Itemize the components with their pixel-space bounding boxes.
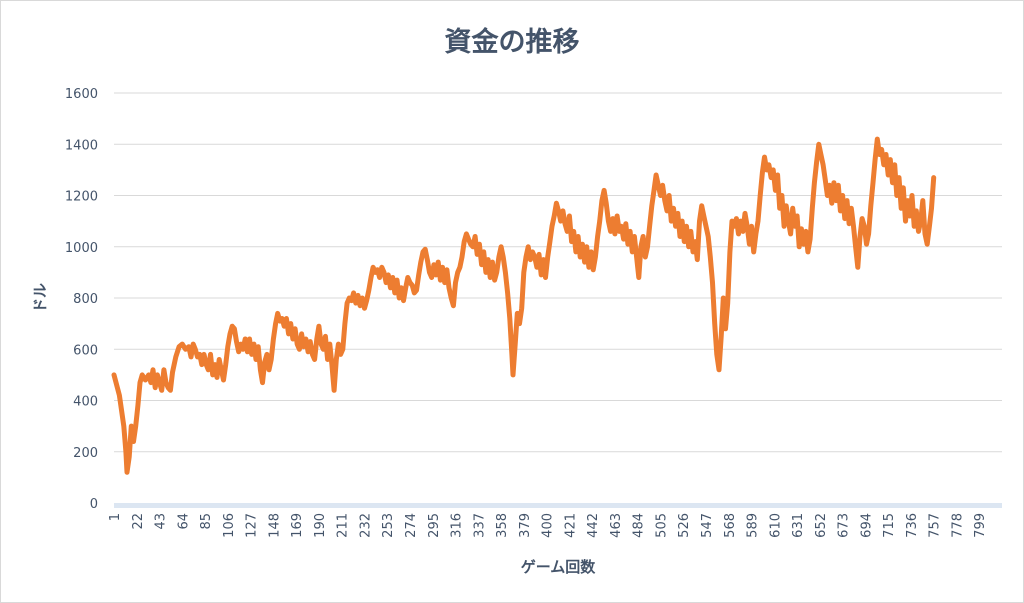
x-tick-label: 547 xyxy=(700,513,715,538)
x-axis-label: ゲーム回数 xyxy=(521,558,597,576)
y-tick-label: 1200 xyxy=(65,190,98,205)
x-tick-label: 610 xyxy=(768,513,783,538)
x-tick-label: 232 xyxy=(358,513,373,538)
x-tick-label: 421 xyxy=(563,513,578,538)
y-tick-label: 400 xyxy=(73,395,98,410)
x-tick-label: 400 xyxy=(541,513,556,538)
x-tick-label: 358 xyxy=(495,513,510,538)
x-tick-label: 715 xyxy=(882,513,897,538)
x-tick-label: 316 xyxy=(450,513,465,538)
x-tick-label: 463 xyxy=(609,513,624,538)
y-tick-label: 200 xyxy=(73,446,98,461)
x-tick-label: 673 xyxy=(837,513,852,538)
x-tick-label: 295 xyxy=(427,513,442,538)
x-tick-label: 43 xyxy=(154,513,169,530)
x-tick-label: 274 xyxy=(404,513,419,538)
x-tick-label: 253 xyxy=(381,513,396,538)
x-tick-label: 169 xyxy=(290,513,305,538)
x-tick-label: 505 xyxy=(654,513,669,538)
y-tick-label: 0 xyxy=(90,497,98,512)
x-tick-label: 190 xyxy=(313,513,328,538)
x-tick-label: 442 xyxy=(586,513,601,538)
x-axis-ticks: 1 22 43 64 85 106 127 148 169 190 211 232 253 274 295 3… xyxy=(108,513,988,538)
x-tick-label: 148 xyxy=(267,513,282,538)
x-tick-label: 64 xyxy=(176,513,191,530)
y-tick-label: 800 xyxy=(73,292,98,307)
y-tick-label: 1400 xyxy=(65,138,98,153)
x-tick-label: 694 xyxy=(859,513,874,538)
series-line-0 xyxy=(111,136,937,475)
x-tick-label: 799 xyxy=(973,513,988,538)
x-axis-band xyxy=(114,503,1002,508)
x-tick-label: 337 xyxy=(472,513,487,538)
x-tick-label: 568 xyxy=(723,513,738,538)
x-tick-label: 85 xyxy=(199,513,214,530)
x-tick-label: 22 xyxy=(131,513,146,530)
x-tick-label: 379 xyxy=(518,513,533,538)
x-tick-label: 1 xyxy=(108,513,123,521)
x-tick-label: 106 xyxy=(222,513,237,538)
y-tick-label: 1600 xyxy=(65,87,98,102)
gridlines xyxy=(114,92,1002,453)
x-tick-label: 736 xyxy=(905,513,920,538)
x-tick-label: 631 xyxy=(791,513,806,538)
y-axis-label: ドル xyxy=(31,283,49,313)
y-axis-ticks: 0 200 400 600 800 1000 1200 1400 1600 xyxy=(65,87,98,512)
y-tick-label: 600 xyxy=(73,343,98,358)
x-tick-label: 484 xyxy=(632,513,647,538)
x-tick-label: 652 xyxy=(814,513,829,538)
x-tick-label: 211 xyxy=(336,513,351,538)
series-layer xyxy=(111,136,937,475)
chart-title: 資金の推移 xyxy=(444,27,580,58)
x-tick-label: 589 xyxy=(746,513,761,538)
x-tick-label: 757 xyxy=(928,513,943,538)
x-tick-label: 778 xyxy=(950,513,965,538)
x-tick-label: 127 xyxy=(245,513,260,538)
x-tick-label: 526 xyxy=(677,513,692,538)
y-tick-label: 1000 xyxy=(65,241,98,256)
